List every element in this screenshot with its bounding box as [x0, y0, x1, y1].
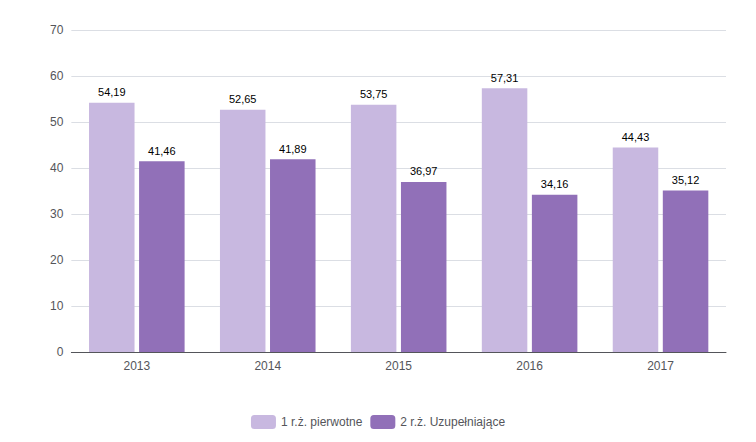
svg-text:53,75: 53,75 — [360, 88, 388, 100]
svg-text:36,97: 36,97 — [410, 165, 438, 177]
svg-text:40: 40 — [50, 161, 64, 175]
svg-text:35,12: 35,12 — [672, 174, 700, 186]
svg-text:2 r.ż. Uzupełniające: 2 r.ż. Uzupełniające — [400, 415, 505, 429]
svg-text:0: 0 — [57, 345, 64, 359]
svg-text:52,65: 52,65 — [229, 93, 257, 105]
svg-text:50: 50 — [50, 115, 64, 129]
svg-text:60: 60 — [50, 69, 64, 83]
svg-text:2014: 2014 — [254, 359, 281, 373]
svg-text:70: 70 — [50, 23, 64, 37]
svg-text:20: 20 — [50, 253, 64, 267]
svg-text:54,19: 54,19 — [98, 86, 126, 98]
svg-text:34,16: 34,16 — [541, 178, 569, 190]
svg-text:30: 30 — [50, 207, 64, 221]
svg-text:41,46: 41,46 — [148, 145, 176, 157]
svg-text:2015: 2015 — [385, 359, 412, 373]
svg-text:1 r.ż. pierwotne: 1 r.ż. pierwotne — [281, 415, 363, 429]
svg-text:57,31: 57,31 — [491, 72, 519, 84]
svg-text:44,43: 44,43 — [622, 131, 650, 143]
svg-text:41,89: 41,89 — [279, 143, 307, 155]
svg-text:2016: 2016 — [516, 359, 543, 373]
svg-text:2017: 2017 — [647, 359, 674, 373]
svg-text:2013: 2013 — [123, 359, 150, 373]
svg-text:10: 10 — [50, 299, 64, 313]
